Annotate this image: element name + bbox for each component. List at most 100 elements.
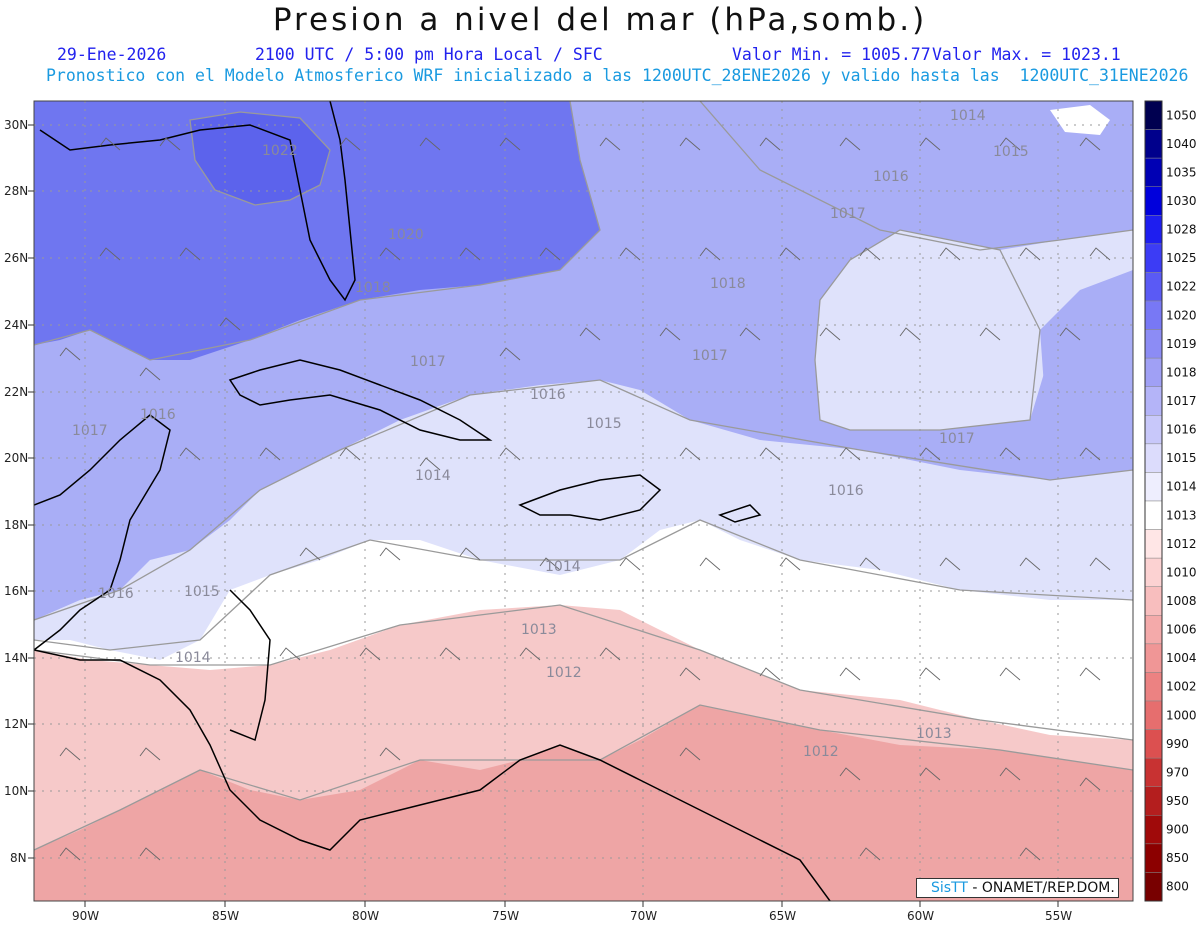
credit-box: SisTT - ONAMET/REP.DOM. [916, 878, 1119, 898]
legend-swatch [1144, 415, 1163, 445]
legend-label: 800 [1166, 880, 1189, 894]
legend-label: 1022 [1166, 280, 1197, 294]
lon-axis: 90W 85W 80W 75W 70W 65W 60W 55W [72, 901, 1072, 923]
legend-label: 1006 [1166, 623, 1197, 637]
contour-label: 1015 [993, 144, 1029, 160]
lat-tick-label: 26N [4, 251, 28, 265]
legend-label: 1025 [1166, 251, 1197, 265]
contour-label: 1015 [586, 416, 622, 432]
contour-label: 1017 [410, 354, 446, 370]
legend-swatch [1144, 586, 1163, 616]
contour-label: 1016 [98, 586, 134, 602]
map-frame [33, 100, 1134, 902]
legend-label: 850 [1166, 851, 1189, 865]
legend-label: 1017 [1166, 394, 1197, 408]
legend-label: 900 [1166, 823, 1189, 837]
fill-mid-blue-east [1040, 270, 1133, 440]
lon-tick-label: 70W [630, 909, 657, 923]
legend-swatch [1144, 443, 1163, 473]
legend-swatch [1144, 672, 1163, 702]
legend-label: 1020 [1166, 308, 1197, 322]
contour-label: 1013 [521, 622, 557, 638]
legend-label: 1050 [1166, 108, 1197, 122]
legend-swatch [1144, 243, 1163, 273]
max-value: Valor Max. = 1023.1 [932, 45, 1121, 64]
contour-labels: 1014 1015 1016 1017 1018 1022 1020 1018 … [72, 108, 1029, 760]
map-title: Presion a nivel del mar (hPa,somb.) [272, 2, 928, 38]
lat-tick-label: 8N [10, 851, 27, 865]
fill-neutral-east [1050, 105, 1110, 135]
contour-label: 1018 [710, 276, 746, 292]
coastlines [34, 101, 831, 901]
legend-swatch [1144, 186, 1163, 216]
legend-swatch [1144, 729, 1163, 759]
legend-swatch [1144, 215, 1163, 245]
legend-label: 1008 [1166, 594, 1197, 608]
lon-tick-label: 75W [492, 909, 519, 923]
lon-tick-label: 80W [352, 909, 379, 923]
legend-swatch [1144, 843, 1163, 873]
contour-label: 1015 [184, 584, 220, 600]
legend-swatch [1144, 386, 1163, 416]
legend-swatch [1144, 472, 1163, 502]
legend-frame [1144, 100, 1163, 902]
lat-tick-label: 20N [4, 451, 28, 465]
legend-label: 1028 [1166, 223, 1197, 237]
pressure-fill: 1014 1015 1016 1017 1018 1022 1020 1018 … [34, 101, 1133, 901]
legend-swatch [1144, 615, 1163, 645]
color-legend: 1050 1040 1035 1030 1028 1025 1022 1020 1019 1018… [1144, 100, 1197, 902]
lat-tick-label: 24N [4, 318, 28, 332]
contour-label: 1020 [388, 227, 424, 243]
model-run-info: Pronostico con el Modelo Atmosferico WRF… [46, 66, 1189, 85]
legend-label: 1013 [1166, 508, 1197, 522]
lat-tick-label: 18N [4, 518, 28, 532]
legend-swatch [1144, 757, 1163, 787]
lat-tick-label: 22N [4, 385, 28, 399]
legend-swatch [1144, 100, 1163, 130]
min-value: Valor Min. = 1005.77 [732, 45, 931, 64]
lat-tick-label: 28N [4, 184, 28, 198]
legend-swatch [1144, 329, 1163, 359]
legend-label: 1010 [1166, 565, 1197, 579]
contour-label: 1017 [939, 431, 975, 447]
lon-tick-label: 60W [907, 909, 934, 923]
contour-label: 1014 [545, 559, 581, 575]
contour-label: 1016 [828, 483, 864, 499]
legend-label: 1040 [1166, 137, 1197, 151]
legend-label: 1015 [1166, 451, 1197, 465]
graticule [34, 101, 1133, 901]
fill-high-blue [34, 101, 600, 360]
legend-swatch [1144, 557, 1163, 587]
contour-label: 1022 [262, 143, 298, 159]
contour-label: 1017 [830, 206, 866, 222]
legend-label: 1030 [1166, 194, 1197, 208]
legend-swatch [1144, 529, 1163, 559]
lat-tick-label: 16N [4, 584, 28, 598]
legend-label: 1000 [1166, 708, 1197, 722]
contour-label: 1016 [873, 169, 909, 185]
lat-tick-label: 12N [4, 717, 28, 731]
legend-label: 1014 [1166, 480, 1197, 494]
contour-label: 1016 [140, 407, 176, 423]
legend-swatch [1144, 129, 1163, 159]
wind-barbs [59, 137, 1111, 861]
legend-swatch [1144, 357, 1163, 387]
legend-label: 1004 [1166, 651, 1197, 665]
contour-label: 1014 [175, 650, 211, 666]
legend-label: 1012 [1166, 537, 1197, 551]
legend-swatch [1144, 700, 1163, 730]
legend-swatch [1144, 872, 1163, 902]
legend-swatch [1144, 157, 1163, 187]
legend-swatch [1144, 786, 1163, 816]
brand-logo: SisTT [931, 880, 968, 896]
legend-label: 1018 [1166, 365, 1197, 379]
contour-label: 1016 [530, 387, 566, 403]
legend-label: 1019 [1166, 337, 1197, 351]
legend-label: 1002 [1166, 680, 1197, 694]
lon-tick-label: 85W [212, 909, 239, 923]
legend-swatch [1144, 500, 1163, 530]
contour-label: 1012 [803, 744, 839, 760]
lat-tick-label: 10N [4, 784, 28, 798]
lat-tick-label: 14N [4, 651, 28, 665]
